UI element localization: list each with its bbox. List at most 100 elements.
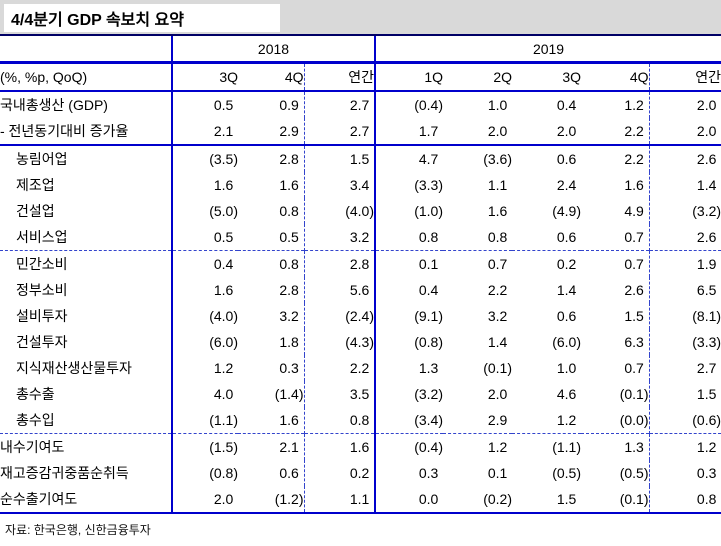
quarter-header: 3Q — [172, 62, 238, 92]
value-cell: 1.8) — [279, 334, 299, 350]
value-cell: 0.8) — [303, 407, 376, 434]
row-label: 총수입 — [0, 407, 173, 434]
value-cell: 2.0) — [487, 386, 508, 402]
value-cell: (3.3) — [648, 329, 721, 355]
value-cell: 0.4) — [172, 250, 238, 277]
quarter-header-row: (%, %p, QoQ) 3Q 4Q 연간 1Q 2Q 3Q 4Q 연간 — [0, 62, 721, 92]
value-cell: 1.2) — [443, 433, 513, 460]
value-cell: 2.0) — [648, 118, 721, 145]
value-cell: (4.9) — [552, 203, 582, 219]
value-cell: (1.0) — [374, 198, 444, 224]
value-cell: 0.1) — [374, 250, 444, 277]
gdp-table: 2018 2019 (%, %p, QoQ) 3Q 4Q 연간 1Q 2Q 3Q 4Q 연간 국내총생… — [0, 36, 721, 514]
value-cell: 1.5) — [624, 308, 644, 324]
row-label: 지식재산생산물투자 — [0, 355, 173, 381]
value-cell: 0.2) — [512, 250, 582, 277]
value-cell: (0.8) — [209, 465, 238, 481]
value-cell: 2.2) — [581, 144, 650, 172]
value-cell: 0.6) — [512, 144, 582, 172]
value-cell: (0.4) — [374, 91, 444, 118]
value-cell: 1.2) — [556, 412, 577, 428]
value-cell: (0.1) — [483, 360, 513, 376]
value-cell: (3.6) — [443, 144, 513, 172]
value-cell: 0.8) — [487, 229, 508, 245]
value-cell: 2.9) — [279, 123, 299, 139]
value-cell: 3.5) — [303, 381, 376, 407]
value-cell: (8.1) — [648, 303, 721, 329]
row-label: 국내총생산 (GDP) — [0, 91, 173, 118]
value-cell: 2.6) — [648, 144, 721, 172]
quarter-header: 연간 — [648, 62, 721, 92]
value-cell: (3.2) — [374, 381, 444, 407]
value-cell: 1.2) — [648, 433, 721, 460]
value-cell: (0.0) — [619, 412, 649, 428]
quarter-header: 4Q — [238, 62, 304, 92]
value-cell: 2.1) — [238, 433, 304, 460]
value-cell: 1.0) — [556, 360, 577, 376]
table-row: - 전년동기대비 증가율2.1)2.9)2.7)1.7)2.0)2.0)2.2)… — [0, 118, 721, 145]
value-cell: 2.8) — [303, 250, 376, 277]
table-row: 총수출 4.0) (1.4)3.5)(3.2) 2.0) 4.6) (0.1)1.5) — [0, 381, 721, 407]
value-cell: (0.4) — [374, 433, 444, 460]
value-cell: 2.0) — [172, 486, 238, 514]
row-label: 내수기여도 — [0, 433, 173, 460]
value-cell: 2.6) — [648, 224, 721, 251]
row-label: 순수출기여도 — [0, 486, 173, 514]
value-cell: 2.4) — [556, 177, 577, 193]
value-cell: (0.1) — [581, 486, 650, 514]
value-cell: (3.5) — [172, 144, 238, 172]
table-row: 순수출기여도2.0)(1.2)1.1)0.0)(0.2)1.5)(0.1)0.8… — [0, 486, 721, 514]
table-row: 설비투자(4.0)3.2)(2.4)(9.1)3.2)0.6)1.5)(8.1) — [0, 303, 721, 329]
row-label: 설비투자 — [0, 303, 173, 329]
value-cell: 1.3) — [581, 433, 650, 460]
value-cell: 3.2) — [487, 308, 508, 324]
year-header-2018: 2018 — [172, 36, 377, 64]
value-cell: 1.1) — [487, 177, 508, 193]
value-cell: 2.0) — [556, 123, 577, 139]
quarter-header: 3Q — [512, 62, 582, 92]
value-cell: 0.8) — [279, 203, 299, 219]
row-label: 총수출 — [0, 381, 173, 407]
value-cell: (2.4) — [303, 303, 376, 329]
table-row: 농림어업(3.5)2.8)1.5)4.7)(3.6)0.6)2.2)2.6) — [0, 144, 721, 172]
value-cell: 0.7) — [624, 360, 644, 376]
value-cell: 2.8) — [279, 282, 299, 298]
value-cell: 0.5) — [213, 229, 234, 245]
row-label: 정부소비 — [0, 277, 173, 303]
value-cell: 1.2) — [624, 97, 644, 113]
value-cell: 2.2) — [487, 282, 508, 298]
value-cell: 1.5) — [648, 381, 721, 407]
value-cell: 2.0) — [648, 91, 721, 118]
value-cell: 0.3) — [648, 460, 721, 486]
value-cell: (6.0) — [209, 334, 238, 350]
value-cell: 1.4) — [556, 282, 577, 298]
value-cell: 0.1) — [487, 465, 508, 481]
value-cell: 0.6) — [279, 465, 299, 481]
row-label: 서비스업 — [0, 224, 173, 251]
corner-cell — [0, 36, 173, 64]
value-cell: (3.4) — [374, 407, 444, 434]
value-cell: (0.2) — [443, 486, 513, 514]
value-cell: (9.1) — [374, 303, 444, 329]
table-row: 지식재산생산물투자 1.2) 0.3)2.2)1.3) (0.1) 1.0) 0.7)2.… — [0, 355, 721, 381]
value-cell: 5.6) — [303, 277, 376, 303]
value-cell: 4.7) — [374, 144, 444, 172]
value-cell: 2.7) — [303, 91, 376, 118]
row-label: 건설투자 — [0, 329, 173, 355]
value-cell: 0.7) — [581, 250, 650, 277]
value-cell: 0.4) — [556, 97, 577, 113]
quarter-header: 1Q — [374, 62, 444, 92]
row-label: 민간소비 — [0, 250, 173, 277]
value-cell: 0.7) — [624, 229, 644, 245]
value-cell: 0.4) — [374, 277, 444, 303]
value-cell: 1.4) — [487, 334, 508, 350]
value-cell: 2.9) — [487, 412, 508, 428]
value-cell: 1.1) — [303, 486, 376, 514]
row-label: 농림어업 — [0, 144, 173, 172]
value-cell: (1.2) — [238, 486, 304, 514]
value-cell: 1.6) — [303, 433, 376, 460]
value-cell: 1.2) — [213, 360, 234, 376]
row-label: 재고증감귀중품순취득 — [0, 460, 173, 486]
